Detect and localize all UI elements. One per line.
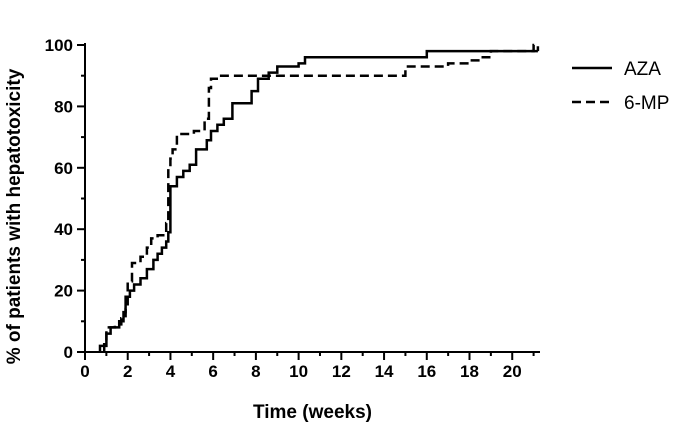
x-tick-label: 4 — [166, 362, 176, 381]
x-tick-label: 0 — [80, 362, 89, 381]
x-tick-label: 6 — [208, 362, 217, 381]
legend-label-aza: AZA — [624, 59, 661, 80]
y-tick-label: 0 — [64, 343, 73, 362]
series-line-6mp — [102, 43, 540, 352]
y-tick-label: 40 — [54, 220, 73, 239]
x-tick-label: 2 — [123, 362, 132, 381]
legend-label-6mp: 6-MP — [624, 93, 669, 114]
legend: AZA 6-MP — [572, 59, 669, 114]
x-tick-label: 12 — [332, 362, 351, 381]
series-layer — [98, 43, 540, 352]
x-tick-label: 16 — [417, 362, 436, 381]
y-tick-label: 80 — [54, 97, 73, 116]
series-line-aza — [98, 49, 538, 352]
x-tick-label: 8 — [251, 362, 260, 381]
y-axis-ticks: 0 20 40 60 80 100 — [45, 36, 85, 362]
x-tick-label: 10 — [289, 362, 308, 381]
x-tick-label: 20 — [503, 362, 522, 381]
axes-layer — [84, 43, 540, 353]
x-tick-label: 18 — [460, 362, 479, 381]
x-tick-label: 14 — [375, 362, 394, 381]
x-axis-title: Time (weeks) — [253, 402, 372, 423]
y-axis-title: % of patients with hepatotoxicity — [4, 68, 25, 364]
y-tick-label: 60 — [54, 159, 73, 178]
y-tick-label: 100 — [45, 36, 73, 55]
y-tick-label: 20 — [54, 282, 73, 301]
x-axis-ticks: 0 2 4 6 8 10 12 14 16 18 20 — [80, 352, 535, 381]
